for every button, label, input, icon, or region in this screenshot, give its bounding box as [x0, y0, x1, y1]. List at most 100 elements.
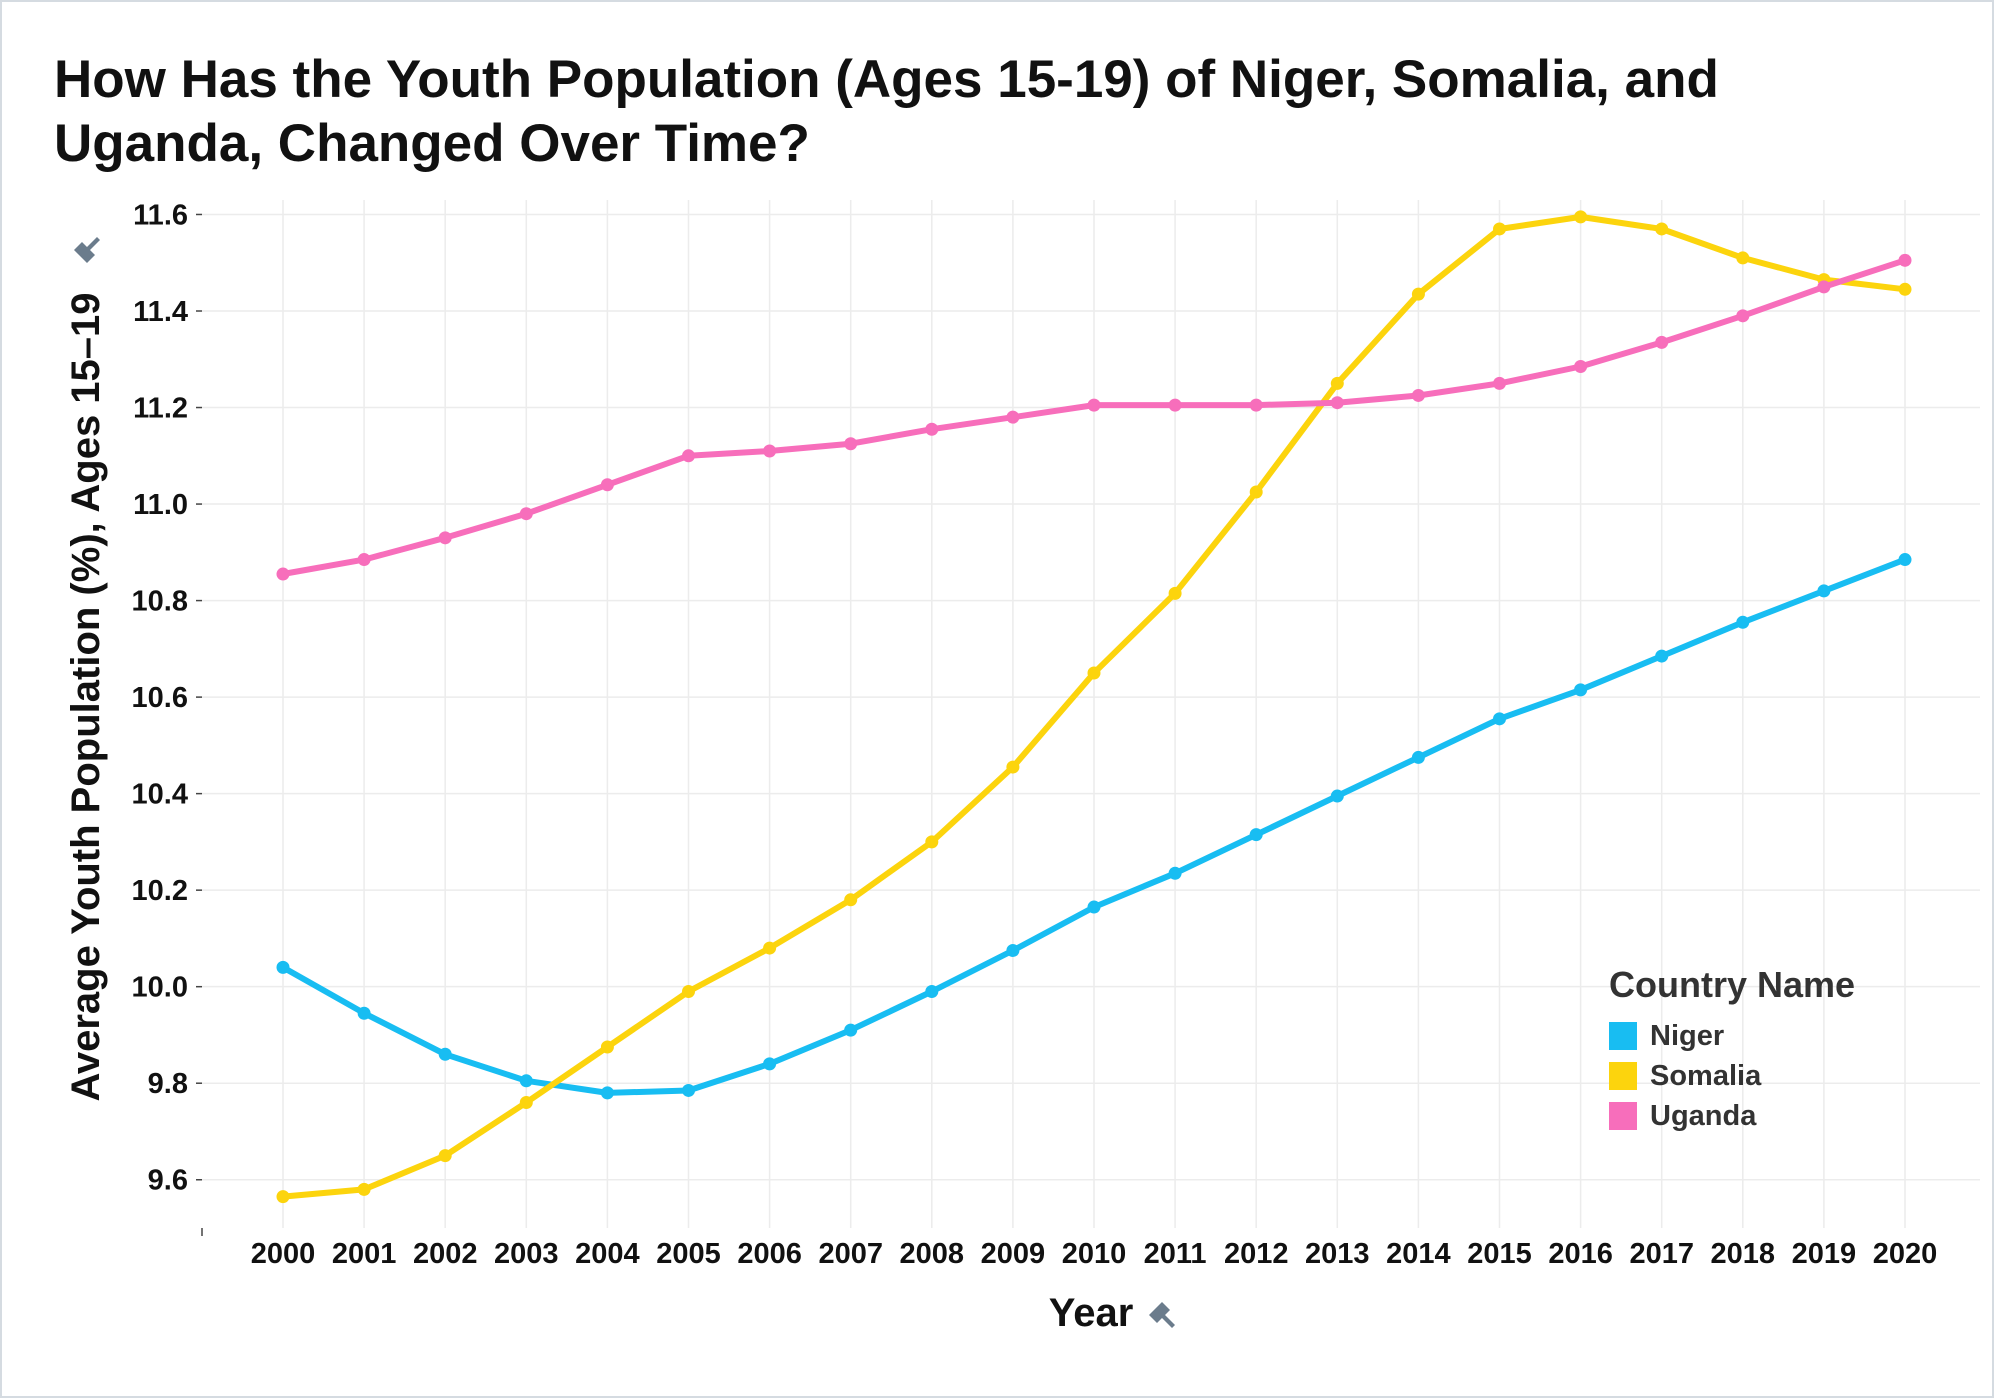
data-point-niger[interactable] — [1655, 649, 1669, 663]
data-point-uganda[interactable] — [357, 553, 371, 567]
data-point-niger[interactable] — [1736, 615, 1750, 629]
data-point-niger[interactable] — [276, 960, 290, 974]
data-point-somalia[interactable] — [1330, 376, 1344, 390]
y-tick-label: 10.0 — [132, 972, 188, 1004]
data-point-niger[interactable] — [1411, 750, 1425, 764]
legend-item-somalia[interactable]: Somalia — [1609, 1056, 1855, 1096]
data-point-uganda[interactable] — [1493, 376, 1506, 390]
x-tick-label: 2017 — [1629, 1238, 1694, 1270]
data-point-uganda[interactable] — [763, 444, 777, 458]
x-tick-label: 2019 — [1792, 1238, 1857, 1270]
data-point-niger[interactable] — [1493, 712, 1506, 726]
y-tick-label: 11.4 — [133, 296, 188, 328]
data-point-niger[interactable] — [1087, 900, 1101, 914]
data-point-uganda[interactable] — [519, 507, 533, 521]
x-tick-label: 2003 — [494, 1238, 559, 1270]
x-pin-icon[interactable] — [1149, 1302, 1175, 1328]
x-tick-label: 2016 — [1548, 1238, 1613, 1270]
data-point-uganda[interactable] — [1736, 309, 1750, 323]
x-tick-label: 2002 — [413, 1238, 478, 1270]
data-point-uganda[interactable] — [1817, 280, 1831, 294]
data-point-somalia[interactable] — [1493, 222, 1506, 236]
data-point-niger[interactable] — [763, 1057, 777, 1071]
data-point-uganda[interactable] — [1168, 398, 1182, 412]
data-point-somalia[interactable] — [438, 1149, 452, 1163]
data-point-uganda[interactable] — [1411, 388, 1425, 402]
legend-label-niger: Niger — [1650, 1019, 1725, 1052]
y-tick-label: 11.6 — [133, 199, 188, 231]
data-point-niger[interactable] — [1249, 828, 1263, 842]
data-point-somalia[interactable] — [925, 835, 939, 849]
data-point-somalia[interactable] — [763, 941, 777, 955]
y-tick-label: 10.8 — [132, 586, 188, 618]
data-point-somalia[interactable] — [1898, 282, 1912, 296]
x-tick-label: 2000 — [251, 1238, 316, 1270]
data-point-niger[interactable] — [357, 1006, 371, 1020]
data-point-somalia[interactable] — [519, 1096, 533, 1110]
data-point-niger[interactable] — [1006, 943, 1020, 957]
data-point-niger[interactable] — [1330, 789, 1344, 803]
x-tick-label: 2011 — [1144, 1238, 1207, 1270]
data-point-somalia[interactable] — [1168, 586, 1182, 600]
x-tick-label: 2020 — [1873, 1238, 1938, 1270]
data-point-niger[interactable] — [1574, 683, 1588, 697]
data-point-somalia[interactable] — [1411, 287, 1425, 301]
data-point-somalia[interactable] — [357, 1182, 371, 1196]
data-point-somalia[interactable] — [600, 1040, 614, 1054]
data-point-somalia[interactable] — [1249, 485, 1263, 499]
data-point-uganda[interactable] — [276, 567, 290, 581]
data-point-somalia[interactable] — [1087, 666, 1101, 680]
data-point-uganda[interactable] — [1898, 253, 1912, 267]
data-point-niger[interactable] — [682, 1083, 695, 1097]
x-tick-label: 2010 — [1062, 1238, 1127, 1270]
data-point-uganda[interactable] — [600, 478, 614, 492]
y-tick-label: 10.2 — [132, 875, 188, 907]
chart-title: How Has the Youth Population (Ages 15-19… — [54, 50, 1719, 173]
y-pin-icon[interactable] — [74, 237, 100, 263]
data-point-niger[interactable] — [519, 1074, 533, 1088]
data-point-uganda[interactable] — [844, 437, 858, 451]
x-axis-title: Year — [1049, 1291, 1134, 1335]
data-point-niger[interactable] — [438, 1047, 452, 1061]
x-tick-label: 2006 — [737, 1238, 802, 1270]
data-point-uganda[interactable] — [438, 531, 452, 545]
data-point-somalia[interactable] — [682, 985, 695, 999]
data-point-niger[interactable] — [844, 1023, 858, 1037]
x-tick-label: 2005 — [656, 1238, 721, 1270]
data-point-somalia[interactable] — [1655, 222, 1669, 236]
data-point-uganda[interactable] — [1574, 360, 1588, 374]
data-point-niger[interactable] — [1817, 584, 1831, 598]
data-point-somalia[interactable] — [1006, 760, 1020, 774]
y-tick-label: 11.0 — [133, 489, 188, 521]
legend-item-niger[interactable]: Niger — [1609, 1016, 1855, 1056]
data-point-uganda[interactable] — [1655, 335, 1669, 349]
legend-item-uganda[interactable]: Uganda — [1609, 1096, 1855, 1136]
legend-label-uganda: Uganda — [1650, 1099, 1757, 1132]
x-tick-label: 2007 — [818, 1238, 883, 1270]
x-tick-label: 2013 — [1305, 1238, 1370, 1270]
data-point-niger[interactable] — [600, 1086, 614, 1100]
data-point-uganda[interactable] — [682, 449, 695, 463]
data-point-uganda[interactable] — [1087, 398, 1101, 412]
data-point-somalia[interactable] — [1736, 251, 1750, 265]
data-point-somalia[interactable] — [844, 893, 858, 907]
data-point-uganda[interactable] — [1330, 396, 1344, 410]
data-point-somalia[interactable] — [276, 1190, 290, 1204]
x-tick-label: 2004 — [575, 1238, 640, 1270]
data-point-uganda[interactable] — [925, 422, 939, 436]
data-point-niger[interactable] — [1898, 553, 1912, 567]
legend-swatch-uganda — [1609, 1102, 1637, 1130]
data-point-uganda[interactable] — [1006, 410, 1020, 424]
data-point-uganda[interactable] — [1249, 398, 1263, 412]
legend-swatch-niger — [1609, 1022, 1637, 1050]
x-tick-label: 2008 — [900, 1238, 965, 1270]
data-point-niger[interactable] — [1168, 866, 1182, 880]
data-point-somalia[interactable] — [1574, 210, 1588, 224]
x-tick-label: 2012 — [1224, 1238, 1289, 1270]
y-axis-title: Average Youth Population (%), Ages 15–19 — [64, 292, 108, 1101]
legend-title: Country Name — [1609, 964, 1856, 1005]
y-tick-label: 9.8 — [148, 1068, 188, 1100]
legend-label-somalia: Somalia — [1650, 1059, 1762, 1092]
data-point-niger[interactable] — [925, 985, 939, 999]
